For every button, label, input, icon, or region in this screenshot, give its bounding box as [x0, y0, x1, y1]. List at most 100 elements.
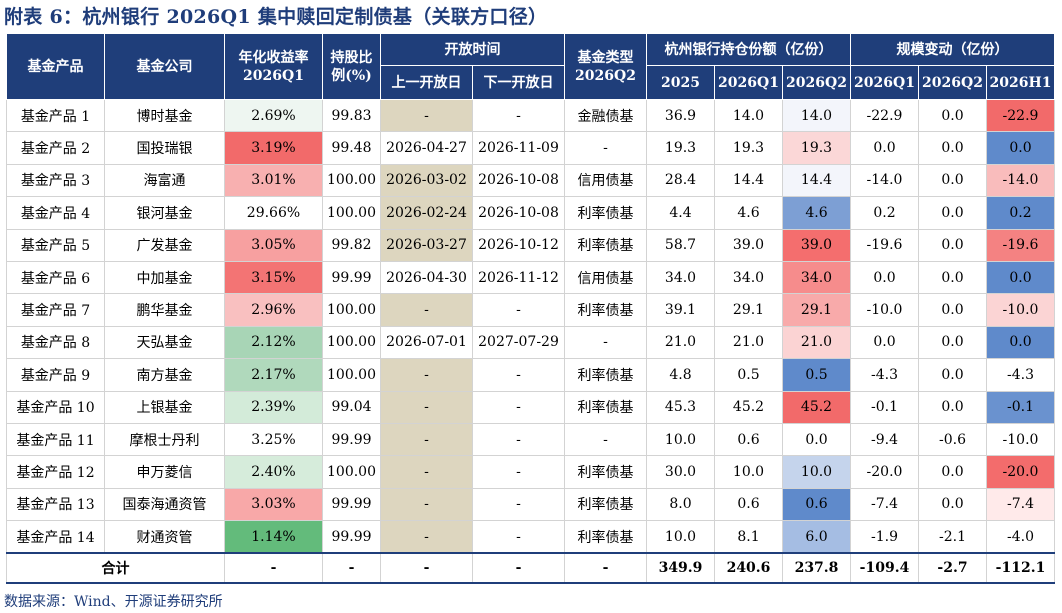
cell-fund-type: 金融债基 — [564, 98, 647, 133]
table-row: 基金产品 9 南方基金 2.17% 100.00- - 利率债基 4.8 0.5 0.5 -4.3… — [6, 358, 1055, 392]
table-row: 基金产品 13 国泰海通资管 3.03% 99.99- - 利率债基 8.0 0.6 0.6 -7… — [6, 487, 1055, 522]
cell-hold-2026q1: 14.0 — [714, 98, 783, 133]
header-company: 基金公司 — [104, 33, 225, 100]
cell-yield: 2.40% — [224, 455, 323, 489]
cell-hold-ratio: 99.99 — [322, 487, 381, 522]
cell-product: 基金产品 3 — [6, 163, 105, 198]
total-change-2026q2: -2.7 — [918, 551, 987, 584]
cell-next-open: - — [472, 422, 565, 457]
cell-prev-open: - — [380, 520, 473, 554]
cell-hold-2025: 8.0 — [646, 487, 715, 522]
cell-change-2026q2: -0.6 — [918, 422, 987, 457]
cell-change-2026q1: -20.0 — [850, 455, 919, 489]
table-row: 基金产品 12 申万菱信 2.40% 100.00- - 利率债基 30.0 10.0 10.0… — [6, 455, 1055, 489]
cell-hold-2026q2: 0.0 — [782, 422, 851, 457]
cell-change-2026h1: -10.0 — [986, 293, 1055, 327]
cell-hold-2026q2: 6.0 — [782, 520, 851, 554]
cell-next-open: - — [472, 520, 565, 554]
cell-hold-ratio: 99.99 — [322, 260, 381, 295]
table-body: 基金产品 1 博时基金 2.69% 99.83- - 金融债基 36.9 14.0 14.0 -2… — [6, 98, 1055, 584]
cell-change-2026h1: -10.0 — [986, 422, 1055, 457]
table-row: 基金产品 1 博时基金 2.69% 99.83- - 金融债基 36.9 14.0 14.0 -2… — [6, 98, 1055, 133]
cell-product: 基金产品 4 — [6, 196, 105, 230]
cell-hold-ratio: 99.83 — [322, 98, 381, 133]
cell-hold-2025: 21.0 — [646, 325, 715, 360]
cell-prev-open: 2026-04-30 — [380, 260, 473, 295]
table-row: 基金产品 14 财通资管 1.14% 99.99- - 利率债基 10.0 8.1 6.0 -1.… — [6, 520, 1055, 554]
cell-change-2026q2: 0.0 — [918, 260, 987, 295]
cell-change-2026q2: 0.0 — [918, 455, 987, 489]
cell-change-2026h1: -7.4 — [986, 487, 1055, 522]
cell-prev-open: - — [380, 98, 473, 133]
table-row: 基金产品 6 中加基金 3.15% 99.99 2026-04-30 2026-11-12… — [6, 260, 1055, 295]
cell-hold-2025: 10.0 — [646, 422, 715, 457]
header-change-2026q1: 2026Q1 — [850, 65, 919, 100]
cell-change-2026q1: 0.0 — [850, 131, 919, 165]
cell-company: 中加基金 — [104, 260, 225, 295]
cell-hold-2026q2: 14.0 — [782, 98, 851, 133]
cell-hold-2026q2: 29.1 — [782, 293, 851, 327]
cell-change-2026h1: 0.0 — [986, 131, 1055, 165]
cell-prev-open: 2026-04-27 — [380, 131, 473, 165]
header-product: 基金产品 — [6, 33, 105, 100]
fund-table: 基金产品 基金公司 年化收益率 2026Q1 持股比 例(%) 开放时间 基金类型 2… — [6, 33, 1055, 584]
cell-hold-2026q2: 4.6 — [782, 196, 851, 230]
cell-prev-open: 2026-03-02 — [380, 163, 473, 198]
cell-product: 基金产品 13 — [6, 487, 105, 522]
cell-company: 南方基金 — [104, 358, 225, 392]
table-row: 基金产品 3 海富通 3.01% 100.00 2026-03-02 2026-10-08… — [6, 163, 1055, 198]
cell-hold-ratio: 99.99 — [322, 422, 381, 457]
page-title: 附表 6：杭州银行 2026Q1 集中赎回定制债基（关联方口径） — [4, 6, 548, 28]
cell-product: 基金产品 10 — [6, 390, 105, 424]
cell-company: 摩根士丹利 — [104, 422, 225, 457]
cell-yield: 2.12% — [224, 325, 323, 360]
cell-fund-type: 利率债基 — [564, 293, 647, 327]
cell-yield: 2.96% — [224, 293, 323, 327]
cell-next-open: - — [472, 455, 565, 489]
table-row: 基金产品 8 天弘基金 2.12% 100.00 2026-07-01 2027-07-2… — [6, 325, 1055, 360]
cell-company: 博时基金 — [104, 98, 225, 133]
cell-change-2026h1: 0.0 — [986, 260, 1055, 295]
cell-product: 基金产品 11 — [6, 422, 105, 457]
table-row: 基金产品 2 国投瑞银 3.19% 99.48 2026-04-27 2026-11-09… — [6, 131, 1055, 165]
cell-company: 广发基金 — [104, 228, 225, 262]
cell-change-2026h1: -0.1 — [986, 390, 1055, 424]
cell-product: 基金产品 14 — [6, 520, 105, 554]
total-hold-2026q2: 237.8 — [782, 551, 851, 584]
header-hold-2026q1: 2026Q1 — [714, 65, 783, 100]
cell-next-open: - — [472, 98, 565, 133]
cell-hold-2025: 10.0 — [646, 520, 715, 554]
cell-yield: 3.25% — [224, 422, 323, 457]
cell-prev-open: - — [380, 455, 473, 489]
cell-change-2026q1: -19.6 — [850, 228, 919, 262]
cell-yield: 29.66% — [224, 196, 323, 230]
table-header: 基金产品 基金公司 年化收益率 2026Q1 持股比 例(%) 开放时间 基金类型 2… — [6, 33, 1055, 100]
cell-fund-type: 利率债基 — [564, 520, 647, 554]
header-change-2026h1: 2026H1 — [986, 65, 1055, 100]
header-change-2026q2: 2026Q2 — [918, 65, 987, 100]
cell-change-2026q1: 0.2 — [850, 196, 919, 230]
cell-hold-2026q1: 4.6 — [714, 196, 783, 230]
cell-next-open: 2027-07-29 — [472, 325, 565, 360]
header-next-open: 下一开放日 — [472, 65, 565, 100]
header-prev-open: 上一开放日 — [380, 65, 473, 100]
header-hold-ratio: 持股比 例(%) — [322, 33, 381, 100]
cell-fund-type: - — [564, 422, 647, 457]
cell-hold-2026q2: 0.6 — [782, 487, 851, 522]
cell-change-2026q2: 0.0 — [918, 325, 987, 360]
table-row: 基金产品 5 广发基金 3.05% 99.82 2026-03-27 2026-10-12… — [6, 228, 1055, 262]
cell-hold-ratio: 100.00 — [322, 196, 381, 230]
cell-prev-open: - — [380, 390, 473, 424]
cell-change-2026q2: 0.0 — [918, 196, 987, 230]
cell-prev-open: 2026-03-27 — [380, 228, 473, 262]
cell-change-2026h1: -20.0 — [986, 455, 1055, 489]
cell-product: 基金产品 5 — [6, 228, 105, 262]
cell-hold-2026q2: 45.2 — [782, 390, 851, 424]
cell-change-2026q2: 0.0 — [918, 358, 987, 392]
cell-next-open: - — [472, 293, 565, 327]
cell-change-2026q2: 0.0 — [918, 487, 987, 522]
cell-next-open: 2026-11-09 — [472, 131, 565, 165]
total-fund-type: - — [564, 551, 647, 584]
cell-change-2026q2: 0.0 — [918, 390, 987, 424]
total-change-2026h1: -112.1 — [986, 551, 1055, 584]
